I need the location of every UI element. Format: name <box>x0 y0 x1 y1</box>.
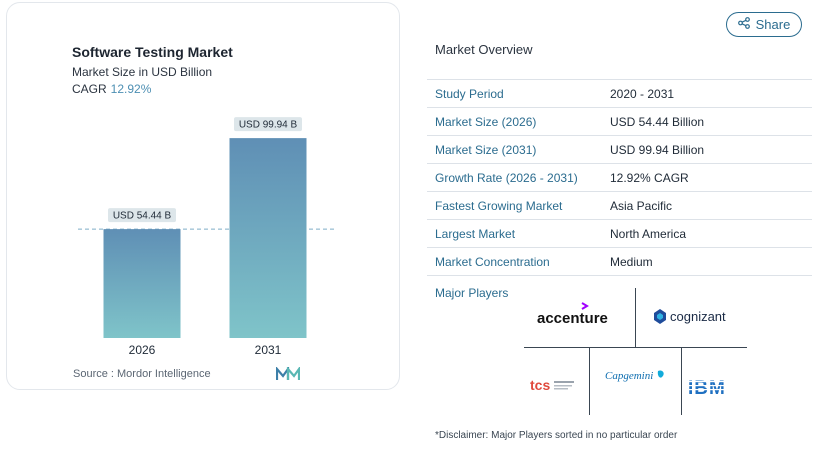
data-label-background <box>108 208 176 223</box>
cognizant-logo: cognizant <box>653 308 733 331</box>
accenture-logo-image: accenture <box>537 302 608 327</box>
ibm-logo-image: IBM <box>688 378 740 399</box>
bar-2031 <box>229 138 307 338</box>
x-tick-label: 2026 <box>129 343 156 357</box>
row-key: Growth Rate (2026 - 2031) <box>435 170 578 185</box>
share-label: Share <box>755 17 791 32</box>
svg-text:cognizant: cognizant <box>670 309 726 324</box>
row-value: Asia Pacific <box>610 198 673 213</box>
bar-2026 <box>103 229 181 338</box>
chart-title: Software Testing Market <box>72 44 233 60</box>
share-button[interactable]: Share <box>726 12 802 37</box>
table-row: Study Period 2020 - 2031 <box>427 79 812 108</box>
row-value: 12.92% CAGR <box>610 170 689 185</box>
svg-text:IBM: IBM <box>688 378 726 397</box>
share-icon <box>737 17 750 32</box>
market-overview-table: Study Period 2020 - 2031 Market Size (20… <box>427 79 812 276</box>
row-value: 2020 - 2031 <box>610 86 675 101</box>
tcs-logo: tcs <box>530 377 576 398</box>
table-row: Market Concentration Medium <box>427 248 812 276</box>
chart-subtitle: Market Size in USD Billion <box>72 65 213 79</box>
table-row: Largest Market North America <box>427 220 812 248</box>
chart-source: Source : Mordor Intelligence <box>73 368 211 380</box>
svg-text:Capgemini: Capgemini <box>605 370 653 382</box>
cognizant-logo-image: cognizant <box>654 309 726 324</box>
capgemini-logo: Capgemini <box>605 368 667 387</box>
table-row: Fastest Growing Market Asia Pacific <box>427 192 812 220</box>
data-label: USD 54.44 B <box>113 211 172 222</box>
row-key: Market Size (2031) <box>435 142 537 157</box>
bar-chart: USD 54.44 B 2026 USD 99.94 B 2031 <box>78 117 336 357</box>
row-key: Fastest Growing Market <box>435 198 563 213</box>
svg-text:accenture: accenture <box>537 310 608 326</box>
row-key: Market Concentration <box>435 254 550 269</box>
market-overview-title: Market Overview <box>435 42 533 57</box>
major-players-label: Major Players <box>435 286 509 300</box>
players-divider <box>589 347 590 415</box>
x-tick-label: 2031 <box>255 343 282 357</box>
row-key: Largest Market <box>435 226 516 241</box>
data-label: USD 99.94 B <box>239 120 298 131</box>
capgemini-logo-image: Capgemini <box>605 370 664 382</box>
ibm-logo: IBM <box>688 377 740 402</box>
disclaimer-text: *Disclaimer: Major Players sorted in no … <box>435 430 678 441</box>
cagr-line: CAGR 12.92% <box>72 82 151 96</box>
players-divider <box>524 347 747 348</box>
row-key: Market Size (2026) <box>435 114 537 129</box>
row-value: USD 99.94 Billion <box>610 142 705 157</box>
accenture-logo: accenture <box>537 302 617 331</box>
row-value: North America <box>610 226 687 241</box>
mordor-logo-icon <box>275 365 301 386</box>
table-row: Market Size (2031) USD 99.94 Billion <box>427 136 812 164</box>
table-row: Growth Rate (2026 - 2031) 12.92% CAGR <box>427 164 812 192</box>
svg-text:tcs: tcs <box>530 377 550 393</box>
row-value: USD 54.44 Billion <box>610 114 705 129</box>
players-divider <box>681 347 682 415</box>
cagr-label: CAGR <box>72 82 107 96</box>
cagr-value: 12.92% <box>110 82 152 96</box>
players-divider <box>635 288 636 347</box>
row-value: Medium <box>610 254 653 269</box>
chart-card <box>6 2 400 390</box>
table-row: Market Size (2026) USD 54.44 Billion <box>427 108 812 136</box>
data-label-background <box>234 117 302 132</box>
tcs-logo-image: tcs <box>530 377 574 393</box>
row-key: Study Period <box>435 86 504 101</box>
